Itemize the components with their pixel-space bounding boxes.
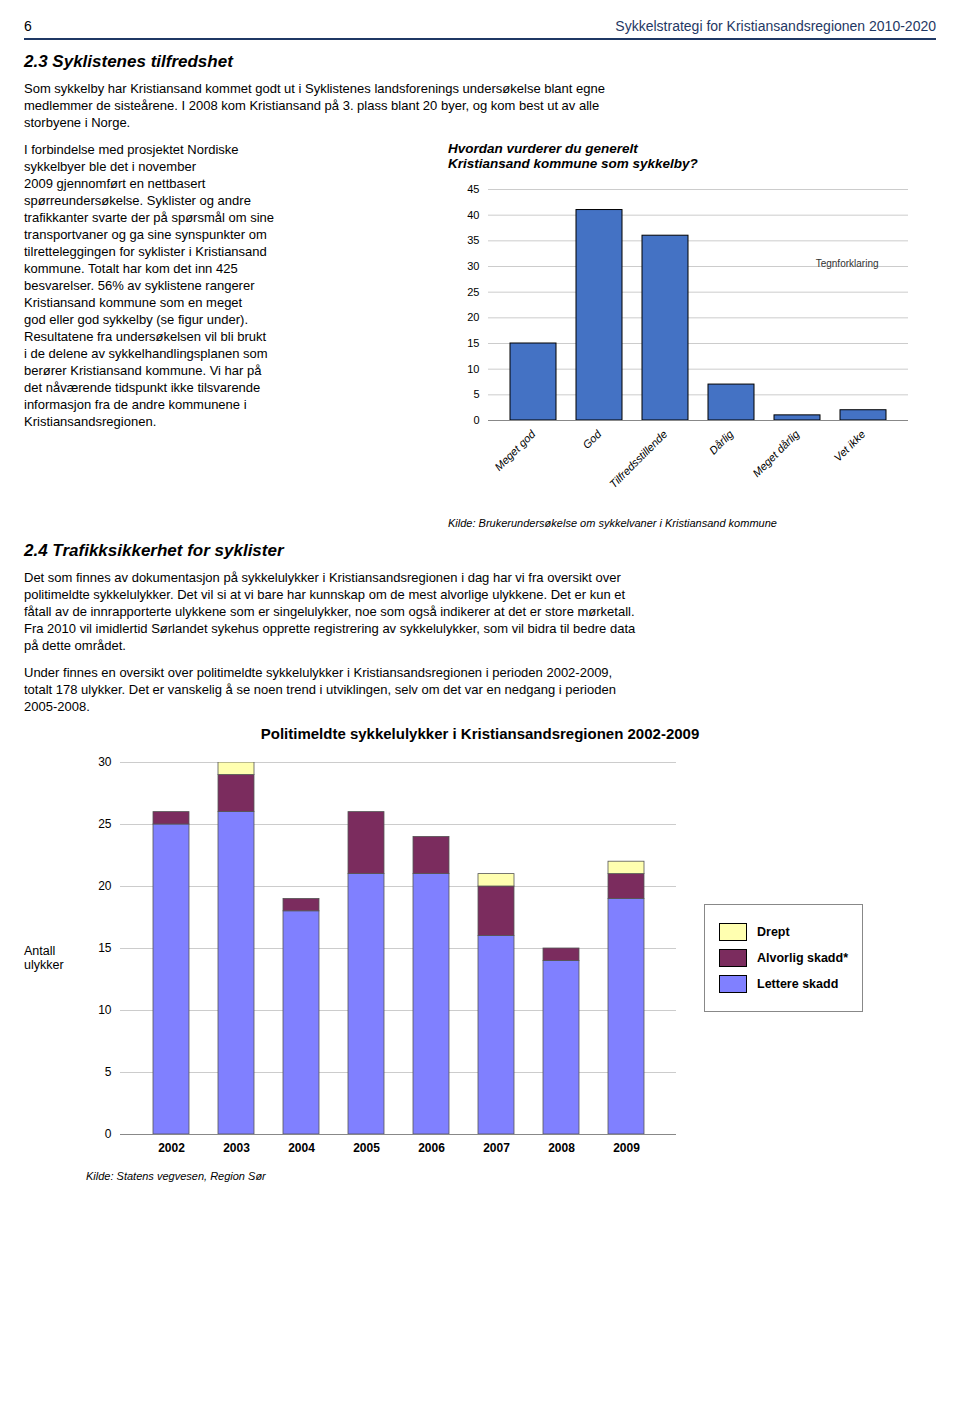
svg-text:2005: 2005 (353, 1141, 380, 1155)
svg-text:Tilfredsstillende: Tilfredsstillende (607, 428, 669, 490)
svg-text:25: 25 (467, 286, 479, 298)
svg-text:15: 15 (98, 941, 112, 955)
html-text:Drept: Drept (757, 925, 790, 939)
html-text:Sykkelstrategi for Kristiansan: Sykkelstrategi for Kristiansandsregionen… (615, 18, 936, 34)
svg-text:0: 0 (105, 1127, 112, 1141)
html-text:totalt 178 ulykker. Det er van: totalt 178 ulykker. Det er vanskelig å s… (24, 682, 616, 697)
svg-text:Meget dårlig: Meget dårlig (750, 427, 802, 479)
html-text:besvarelser. 56% av syklistene: besvarelser. 56% av syklistene rangerer (24, 278, 255, 293)
svg-text:2003: 2003 (223, 1141, 250, 1155)
html-text:2009 gjennomført en nettbasert: 2009 gjennomført en nettbasert (24, 176, 206, 191)
html-text:Lettere skadd: Lettere skadd (757, 977, 839, 991)
html-text:Resultatene fra undersøkelsen: Resultatene fra undersøkelsen vil bli br… (24, 329, 267, 344)
svg-text:30: 30 (98, 755, 112, 769)
svg-text:25: 25 (98, 817, 112, 831)
html-text:i de delene av sykkelhandlings: i de delene av sykkelhandlingsplanen som (24, 346, 268, 361)
html-text:trafikkanter svarte der på spø: trafikkanter svarte der på spørsmål om s… (24, 210, 274, 225)
html-text:på dette området.: på dette området. (24, 638, 126, 653)
svg-text:5: 5 (473, 388, 479, 400)
html-text:sykkelbyer ble det i november: sykkelbyer ble det i november (24, 159, 196, 174)
html-text:Som sykkelby har Kristiansand: Som sykkelby har Kristiansand kommet god… (24, 81, 605, 96)
html-text:Kristiansandsregionen.: Kristiansandsregionen. (24, 414, 157, 429)
html-text:god eller god sykkelby (se fig: god eller god sykkelby (se figur under). (24, 312, 248, 327)
html-text:fåtall av de innrapporterte ul: fåtall av de innrapporterte ulykkene som… (24, 604, 635, 619)
html-text:Fra 2010 vil imidlertid Sørlan: Fra 2010 vil imidlertid Sørlandet sykehu… (24, 621, 636, 636)
svg-text:Meget god: Meget god (492, 427, 538, 473)
svg-text:2007: 2007 (483, 1141, 510, 1155)
html-text:kommune. Totalt har kom det in: kommune. Totalt har kom det inn 425 (24, 261, 238, 276)
svg-text:2009: 2009 (613, 1141, 640, 1155)
svg-text:2006: 2006 (418, 1141, 445, 1155)
html-text:Kilde: Brukerundersøkelse om s: Kilde: Brukerundersøkelse om sykkelvaner… (448, 517, 777, 529)
html-text:storbyene i Norge.: storbyene i Norge. (24, 115, 131, 130)
html-text:Kilde: Statens vegvesen, Regio: Kilde: Statens vegvesen, Region Sør (86, 1170, 266, 1182)
svg-text:40: 40 (467, 209, 479, 221)
html-text:Politimeldte sykkelulykker i K: Politimeldte sykkelulykker i Kristiansan… (260, 725, 700, 742)
svg-text:Vet ikke: Vet ikke (832, 428, 868, 464)
html-text:Under finnes en oversikt over: Under finnes en oversikt over politimeld… (24, 665, 613, 680)
html-text:transportvaner og ga sine syns: transportvaner og ga sine synspunkter om (24, 227, 267, 242)
html-text:medlemmer de sisteårene. I 200: medlemmer de sisteårene. I 2008 kom Kris… (24, 98, 600, 113)
svg-text:God: God (580, 427, 604, 451)
svg-text:2008: 2008 (548, 1141, 575, 1155)
svg-text:Dårlig: Dårlig (707, 427, 736, 456)
html-text:Det som finnes av dokumentasjo: Det som finnes av dokumentasjon på sykke… (24, 570, 621, 585)
svg-text:5: 5 (105, 1065, 112, 1079)
svg-text:20: 20 (98, 879, 112, 893)
html-text:politimeldte sykkelulykker. De: politimeldte sykkelulykker. Det vil si a… (24, 587, 626, 602)
svg-text:10: 10 (467, 363, 479, 375)
html-text:berører Kristiansand kommune.: berører Kristiansand kommune. Vi har på (24, 363, 262, 378)
svg-text:30: 30 (467, 260, 479, 272)
html-text:Hvordan vurderer du generelt K: Hvordan vurderer du generelt Kristiansan… (448, 141, 698, 171)
svg-text:45: 45 (467, 183, 479, 195)
html-text:Kristiansand kommune som en me: Kristiansand kommune som en meget (24, 295, 243, 310)
html-text:2.4 Trafikksikkerhet for sykli: 2.4 Trafikksikkerhet for syklister (24, 541, 284, 560)
html-text:informasjon fra de andre kommu: informasjon fra de andre kommunene i (24, 397, 247, 412)
svg-text:0: 0 (473, 414, 479, 426)
svg-text:15: 15 (467, 337, 479, 349)
svg-text:35: 35 (467, 234, 479, 246)
html-text:tilretteleggingen for sykliste: tilretteleggingen for syklister i Kristi… (24, 244, 267, 259)
html-text:6: 6 (24, 18, 32, 34)
svg-text:10: 10 (98, 1003, 112, 1017)
html-text:det nåværende tidspunkt ikke t: det nåværende tidspunkt ikke tilsvarende (24, 380, 261, 395)
html-text:Alvorlig skadd*: Alvorlig skadd* (757, 951, 848, 965)
html-text:2.3 Syklistenes tilfredshet: 2.3 Syklistenes tilfredshet (24, 52, 233, 71)
svg-text:2004: 2004 (288, 1141, 315, 1155)
html-text:spørreundersøkelse. Syklister: spørreundersøkelse. Syklister og andre (24, 193, 251, 208)
html-text:2005-2008.: 2005-2008. (24, 699, 90, 714)
svg-text:20: 20 (467, 311, 479, 323)
html-text:Antall ulykker: Antall ulykker (24, 944, 64, 972)
html-text:I forbindelse med prosjektet N: I forbindelse med prosjektet Nordiske (24, 142, 239, 157)
svg-text:2002: 2002 (158, 1141, 185, 1155)
svg-text:Tegnforklaring: Tegnforklaring (816, 258, 879, 269)
